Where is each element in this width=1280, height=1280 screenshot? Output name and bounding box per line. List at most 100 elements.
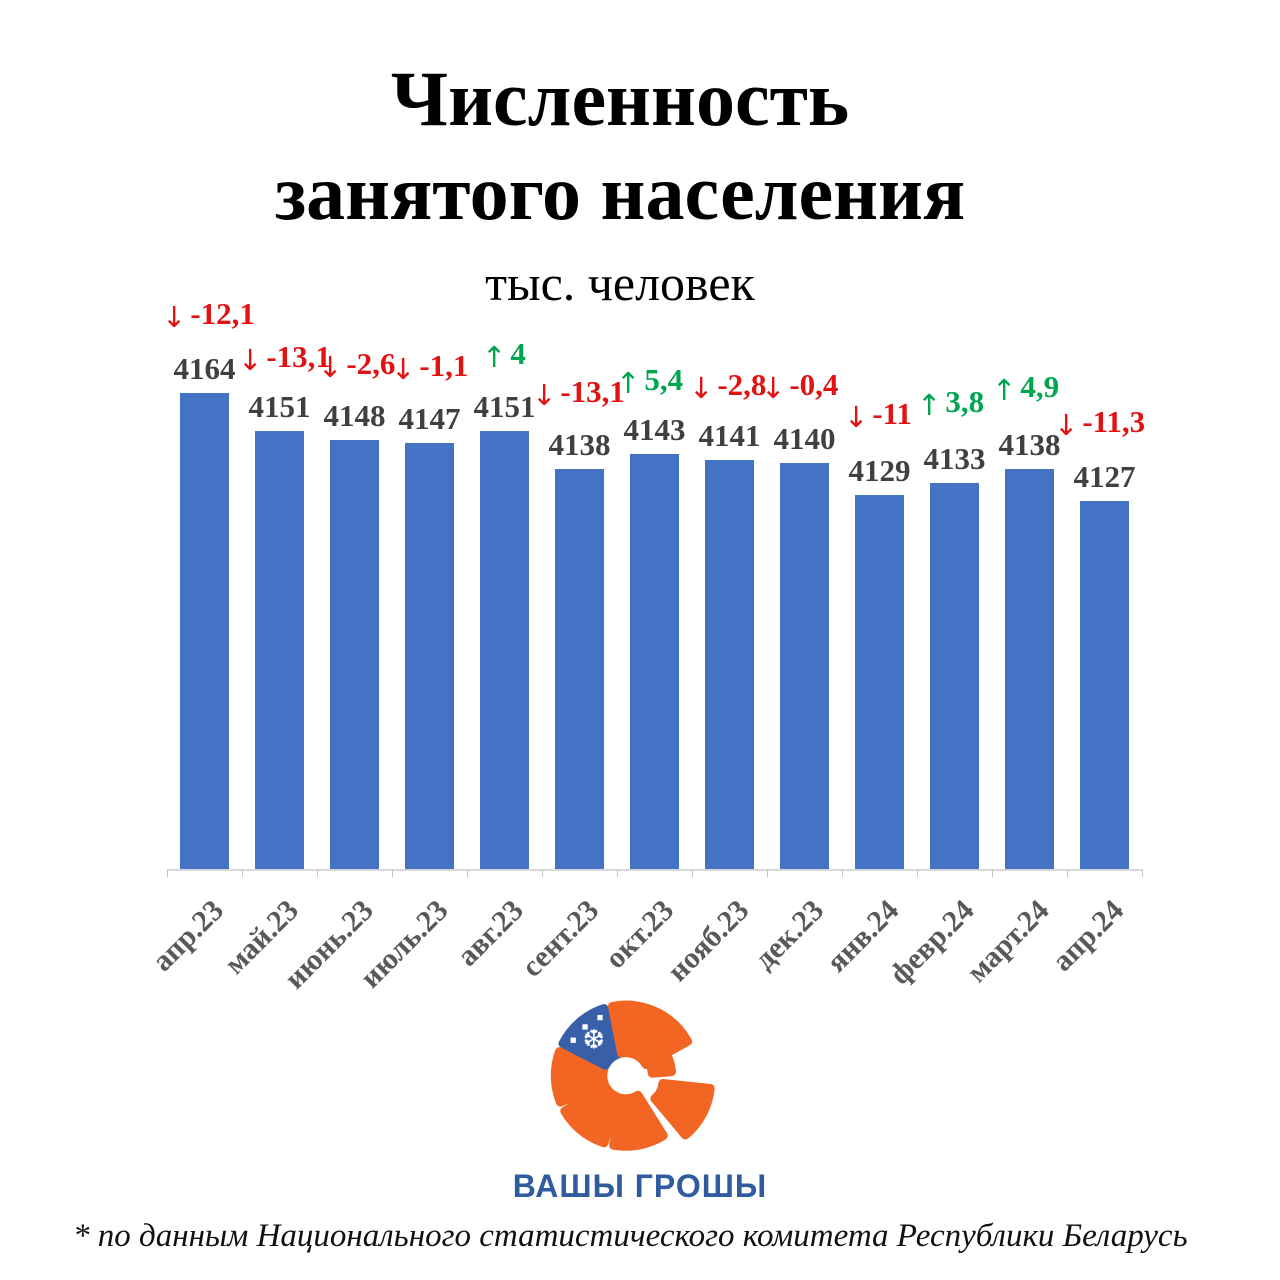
bar-value-label: 4129 [848,452,911,488]
bar-value-label: 4127 [1073,458,1136,494]
page-title-line1: Численность [390,55,850,142]
x-axis-tick [842,869,843,877]
page-title-line2: занятого населения [274,149,966,236]
change-annotation: ↓ -11 [844,396,912,432]
bar-авг.23 [480,431,529,869]
ornament-wedge [558,1004,624,1070]
change-annotation: ↑ 3,8 [917,384,985,420]
bar-value-label: 4138 [548,426,611,462]
bar-value-label: 4147 [398,400,461,436]
change-value: -13,1 [560,374,625,409]
bar-value-label: 4151 [473,389,536,425]
change-annotation: ↑ 4 [482,336,526,372]
x-axis-label: апр.23 [145,893,230,978]
up-arrow-icon: ↑ [917,388,942,422]
down-arrow-icon: ↓ [238,343,263,377]
change-value: 5,4 [644,362,684,397]
bar-value-label: 4140 [773,421,836,456]
down-arrow-icon: ↓ [761,371,786,405]
bar-июль.23 [405,442,454,869]
change-annotation: ↓ -13,1 [238,339,331,375]
x-axis-tick [692,869,693,877]
x-axis-tick [167,869,168,877]
bar-март.24 [1005,468,1054,869]
x-axis-tick [917,869,918,877]
change-annotation: ↓ -2,8 [689,367,767,403]
bar-value-label: 4151 [248,389,311,425]
change-value: -1,1 [419,348,469,383]
bar-июнь.23 [330,439,379,869]
logo-emblem: ❆ [550,1000,715,1151]
up-arrow-icon: ↑ [992,373,1017,407]
x-axis-label: март.24 [959,893,1055,989]
ornament-dot [597,1014,603,1021]
bar-апр.23 [180,393,229,869]
x-axis-tick [467,869,468,877]
orange-wedge [609,1090,668,1151]
chart-units-subtitle: тыс. человек [485,255,755,311]
x-axis-tick [767,869,768,877]
bar-value-label: 4133 [923,441,986,477]
orange-wedge [560,1082,624,1148]
change-value: -2,8 [717,367,767,402]
orange-wedge [607,1000,693,1069]
footnote: * по данным Национального статистическог… [73,1218,1188,1254]
bar-янв.24 [855,494,904,869]
down-arrow-icon: ↓ [162,300,187,334]
x-axis-label: дек.23 [747,893,830,976]
x-axis-label: нояб.23 [660,893,755,988]
bar-окт.23 [630,454,679,869]
bar-chart: 4164 ↓ -12,1 апр.23 4151 ↓ -13,1 май.23 4148 ↓ -2,… [146,298,1146,995]
x-axis-tick [392,869,393,877]
bar-дек.23 [780,463,829,869]
title-block: Численность занятого населения тыс. чело… [0,60,1240,312]
change-value: -13,1 [266,339,331,374]
change-value: 3,8 [945,384,985,419]
change-value: -0,4 [789,367,839,402]
change-value: -11,3 [1082,404,1146,439]
change-annotation: ↓ -0,4 [761,367,839,403]
x-axis-label: апр.24 [1045,893,1130,978]
x-axis-tick [1142,869,1143,877]
bar-нояб.23 [705,460,754,869]
ornament-dot [570,1037,576,1043]
down-arrow-icon: ↓ [1054,408,1079,442]
orange-wedge [650,1078,715,1140]
down-arrow-icon: ↓ [844,400,869,434]
snowflake-ornament-icon: ❆ [583,1024,605,1055]
logo: ❆ ВАШЫ ГРОШЫ [0,996,1280,1205]
change-annotation: ↓ -2,6 [318,346,396,382]
bar-апр.24 [1080,500,1129,869]
up-arrow-icon: ↑ [482,340,507,374]
change-value: 4 [510,336,526,371]
bar-value-label: 4148 [323,397,386,433]
down-arrow-icon: ↓ [532,378,557,412]
bar-value-label: 4164 [173,351,236,387]
bar-value-label: 4143 [623,412,686,448]
bar-value-label: 4138 [998,426,1061,462]
ornament-dot [582,1024,588,1030]
down-arrow-icon: ↓ [318,350,343,384]
orange-wedge-small [645,1053,677,1078]
x-axis-tick [242,869,243,877]
change-value: -11 [872,396,912,431]
change-annotation: ↓ -13,1 [532,374,625,410]
change-annotation: ↑ 5,4 [616,362,684,398]
x-axis-tick [617,869,618,877]
logo-text: ВАШЫ ГРОШЫ [512,1168,768,1204]
x-axis-tick [1067,869,1068,877]
bar-value-label: 4141 [698,418,761,454]
bar-февр.24 [930,483,979,869]
change-value: 4,9 [1020,369,1060,404]
change-annotation: ↓ -11,3 [1054,404,1146,440]
x-axis-tick [317,869,318,877]
orange-wedge [550,1047,609,1107]
change-annotation: ↓ -12,1 [162,296,255,332]
change-value: -12,1 [190,296,255,331]
change-value: -2,6 [346,346,396,381]
x-axis-tick [542,869,543,877]
down-arrow-icon: ↓ [391,352,416,386]
change-annotation: ↑ 4,9 [992,369,1060,405]
bar-май.23 [255,431,304,869]
